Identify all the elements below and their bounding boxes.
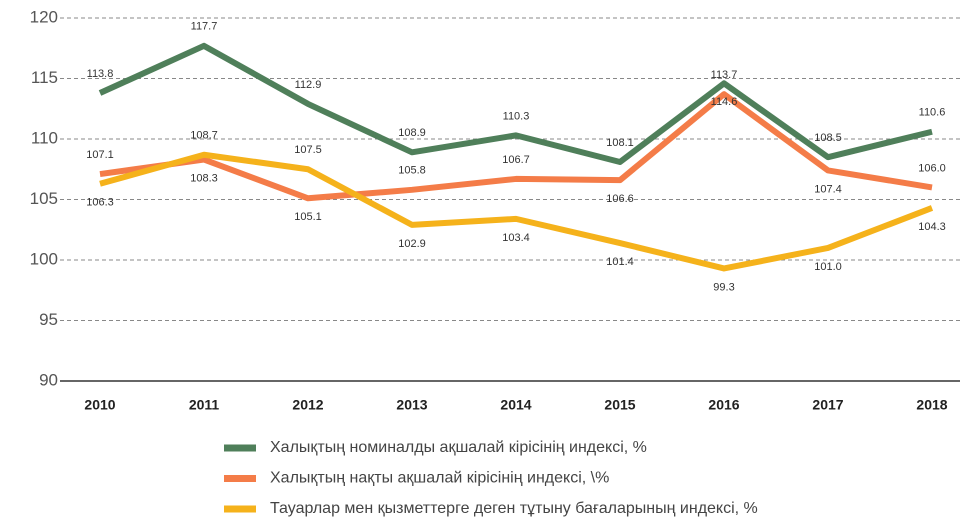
data-label: 108.3 bbox=[190, 172, 218, 184]
y-tick-label: 95 bbox=[39, 310, 58, 329]
data-label: 99.3 bbox=[713, 281, 734, 293]
data-label: 113.7 bbox=[711, 69, 738, 81]
legend-label: Халықтың нақты ақшалай кірісінің индексі… bbox=[270, 470, 609, 487]
x-tick-label: 2017 bbox=[812, 397, 843, 413]
data-label: 106.0 bbox=[918, 162, 946, 174]
data-label: 106.7 bbox=[502, 154, 530, 166]
data-label: 107.4 bbox=[814, 183, 842, 195]
data-label: 108.1 bbox=[606, 137, 634, 149]
data-label: 101.4 bbox=[606, 256, 634, 268]
series-line bbox=[99, 151, 934, 272]
data-label: 113.8 bbox=[87, 68, 114, 80]
data-label: 108.5 bbox=[814, 132, 842, 144]
data-label: 106.6 bbox=[606, 193, 634, 205]
data-label: 112.9 bbox=[295, 79, 322, 91]
data-label: 117.7 bbox=[191, 21, 218, 33]
x-tick-label: 2018 bbox=[916, 397, 947, 413]
data-label: 105.8 bbox=[398, 165, 426, 177]
legend-label: Халықтың номиналды ақшалай кірісінің инд… bbox=[270, 439, 647, 456]
y-tick-label: 100 bbox=[30, 249, 58, 268]
data-label: 110.6 bbox=[919, 107, 946, 119]
x-tick-label: 2015 bbox=[604, 397, 635, 413]
y-tick-label: 90 bbox=[39, 370, 58, 389]
x-tick-label: 2014 bbox=[500, 397, 531, 413]
x-tick-label: 2016 bbox=[708, 397, 739, 413]
data-label: 105.1 bbox=[294, 211, 322, 223]
series-line bbox=[99, 91, 933, 202]
y-tick-label: 105 bbox=[30, 189, 58, 208]
data-label: 106.3 bbox=[86, 197, 114, 209]
y-tick-label: 120 bbox=[30, 7, 58, 26]
data-label: 110.3 bbox=[503, 110, 530, 122]
x-tick-label: 2010 bbox=[84, 397, 115, 413]
data-label: 114.6 bbox=[711, 96, 738, 108]
x-tick-label: 2012 bbox=[292, 397, 323, 413]
data-label: 102.9 bbox=[398, 238, 426, 250]
data-label: 107.5 bbox=[294, 144, 322, 156]
legend-label: Тауарлар мен қызметтерге деген тұтыну ба… bbox=[270, 500, 758, 517]
data-label: 103.4 bbox=[502, 232, 530, 244]
x-tick-label: 2011 bbox=[189, 397, 220, 413]
series-line bbox=[98, 42, 933, 165]
data-label: 101.0 bbox=[814, 261, 842, 273]
data-label: 104.3 bbox=[918, 221, 946, 233]
data-label: 107.1 bbox=[86, 149, 114, 161]
data-label: 108.9 bbox=[398, 127, 426, 139]
y-tick-label: 110 bbox=[31, 128, 58, 147]
x-tick-label: 2013 bbox=[396, 397, 427, 413]
y-tick-label: 115 bbox=[31, 68, 58, 87]
data-label: 108.7 bbox=[190, 130, 218, 142]
